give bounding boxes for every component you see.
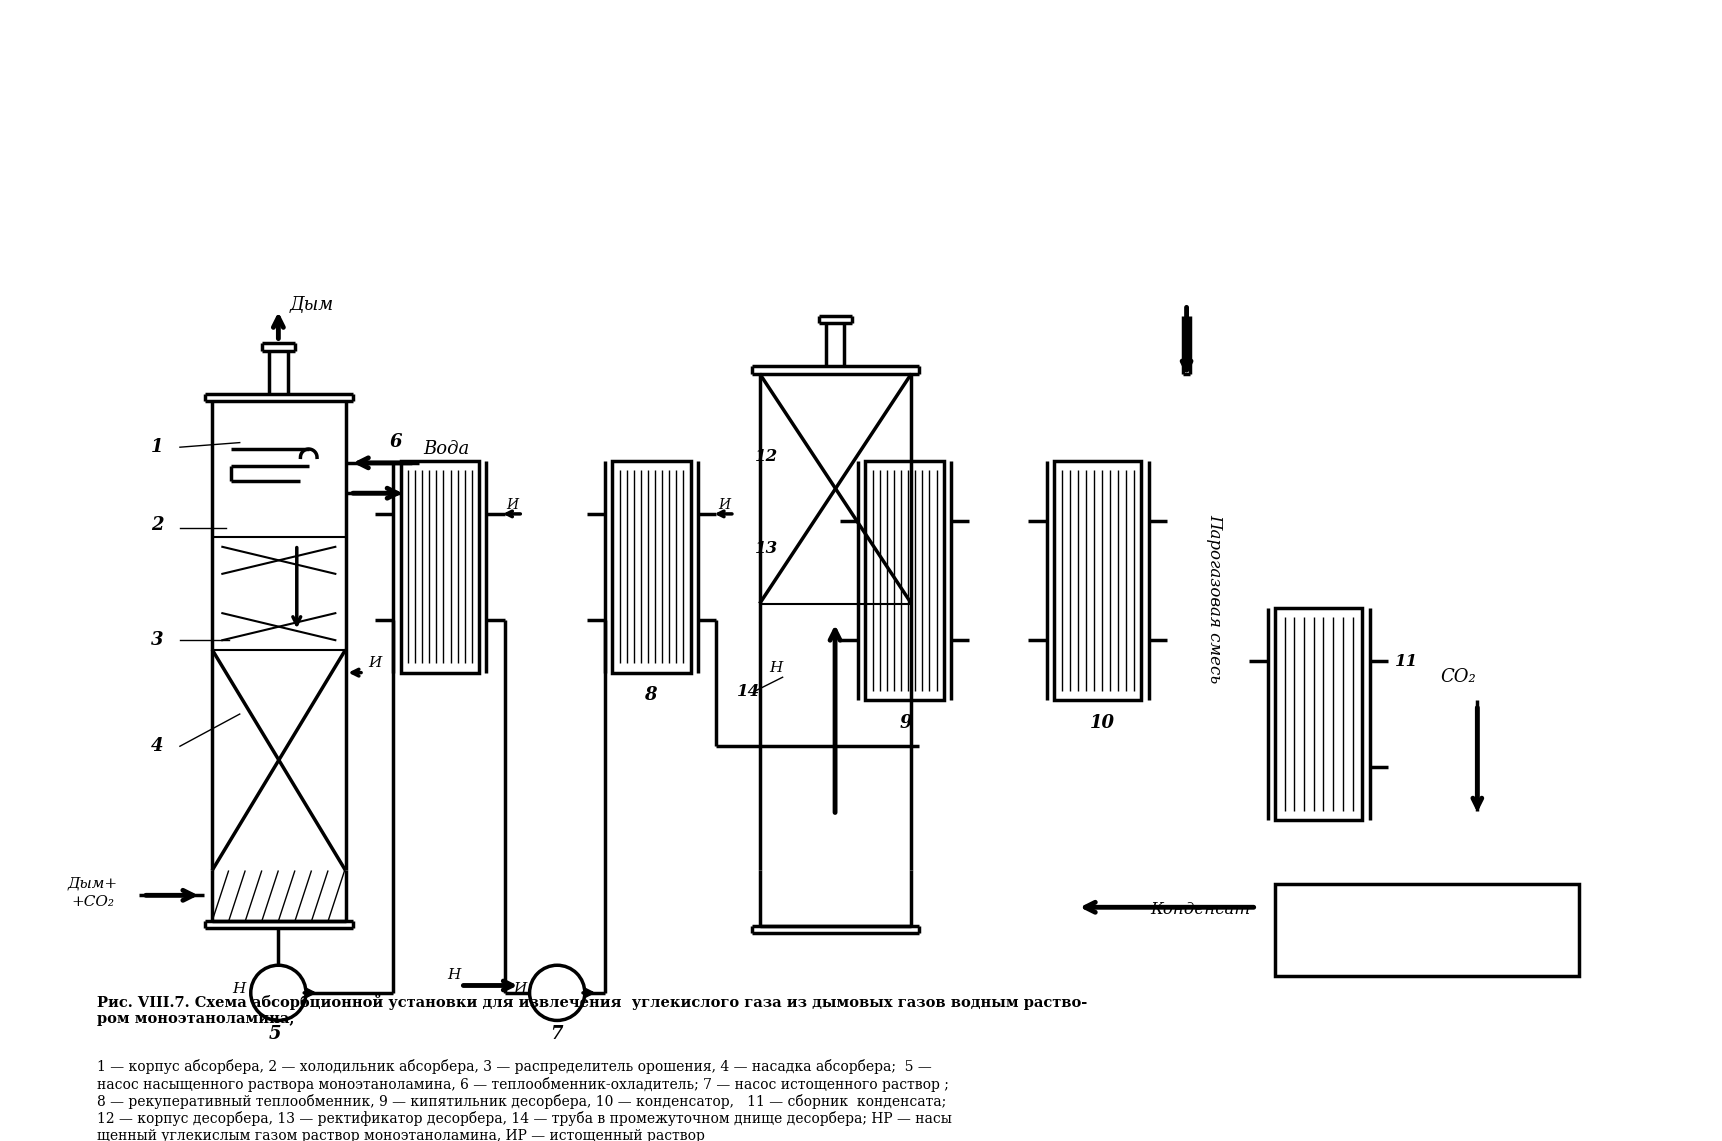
Text: 3: 3	[150, 631, 164, 649]
Text: 14: 14	[737, 682, 759, 699]
Text: 1: 1	[150, 438, 164, 455]
Text: 11: 11	[1395, 653, 1417, 670]
Bar	[866, 461, 944, 701]
Text: 4: 4	[150, 737, 164, 755]
Text: Парогазовая смесь: Парогазовая смесь	[1205, 515, 1223, 683]
Text: CO₂: CO₂	[1441, 667, 1476, 686]
Text: И: И	[369, 656, 382, 671]
Text: И: И	[513, 982, 527, 996]
Text: Дым+: Дым+	[67, 877, 117, 891]
Text: И: И	[506, 499, 518, 512]
Text: Н: Н	[768, 661, 782, 674]
Text: 5: 5	[269, 1025, 282, 1043]
Text: Дым: Дым	[289, 296, 334, 314]
Text: 6: 6	[389, 434, 403, 451]
Bar	[613, 461, 691, 673]
Text: И: И	[718, 499, 730, 512]
Text: 10: 10	[1090, 714, 1114, 731]
Bar	[1054, 461, 1142, 701]
Bar	[401, 461, 479, 673]
Text: 8: 8	[644, 686, 656, 704]
Bar	[1274, 608, 1362, 820]
Text: Рис. VIII.7. Схема абсорбционной установки для извлечения  углекислого газа из д: Рис. VIII.7. Схема абсорбционной установ…	[96, 995, 1087, 1027]
Text: +CO₂: +CO₂	[71, 896, 114, 909]
Text: 1 — корпус абсорбера, 2 — холодильник абсорбера, 3 — распределитель орошения, 4 : 1 — корпус абсорбера, 2 — холодильник аб…	[96, 1059, 952, 1141]
Text: 9: 9	[899, 714, 913, 731]
Text: 7: 7	[549, 1025, 563, 1043]
Text: Вода: Вода	[424, 440, 470, 459]
Bar	[1274, 884, 1579, 977]
Text: 12: 12	[754, 448, 778, 466]
Text: 13: 13	[754, 540, 778, 557]
Text: Н: Н	[232, 982, 246, 996]
Text: Н: Н	[446, 968, 460, 982]
Text: 2: 2	[150, 516, 164, 534]
Text: Конденсат: Конденсат	[1150, 900, 1250, 917]
